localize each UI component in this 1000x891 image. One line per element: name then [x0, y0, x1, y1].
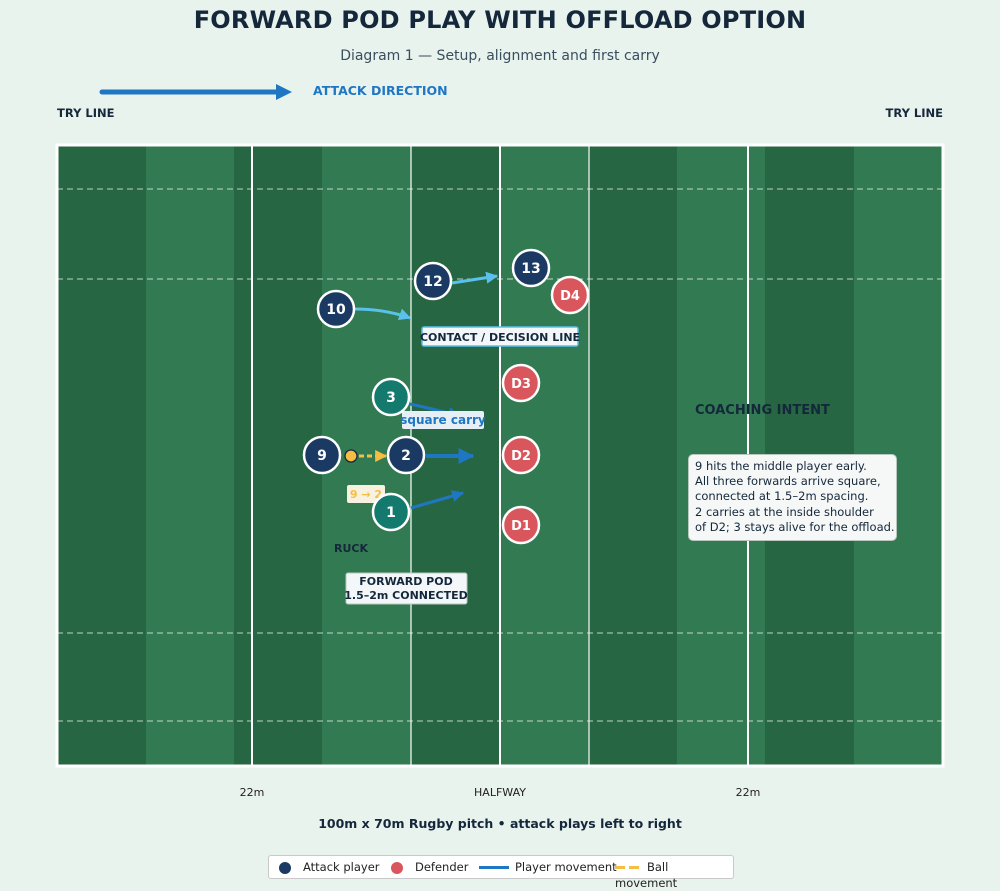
svg-text:D1: D1 [511, 519, 531, 534]
movement-arrow-1 [410, 490, 465, 510]
defender-d3: D3 [501, 363, 541, 403]
axis-label-right-22: 22m [735, 786, 761, 799]
svg-text:2: 2 [401, 448, 411, 464]
rugby-pitch [55, 143, 945, 768]
svg-text:D4: D4 [560, 289, 580, 304]
legend-label-defender: Defender [415, 860, 469, 874]
defender-d2: D2 [501, 435, 541, 475]
coaching-line: 9 hits the middle player early. [695, 459, 867, 473]
svg-text:D3: D3 [511, 377, 531, 392]
svg-text:1.5–2m CONNECTED: 1.5–2m CONNECTED [344, 589, 468, 602]
svg-text:12: 12 [423, 274, 442, 290]
movement-arrow-12 [451, 271, 499, 285]
coaching-line: of D2; 3 stays alive for the offload. [695, 519, 895, 534]
attack-player-13: 13 [511, 248, 551, 288]
defender-d1: D1 [501, 505, 541, 545]
contact-line-label: CONTACT / DECISION LINE [420, 326, 580, 347]
svg-text:3: 3 [386, 390, 396, 406]
axis-label-left-22: 22m [239, 786, 265, 799]
coaching-intent-title: COACHING INTENT [695, 403, 830, 418]
attack-dot-icon [279, 861, 291, 874]
svg-text:10: 10 [326, 302, 346, 318]
attack-direction-arrow [99, 84, 292, 100]
attack-player-9: 9 [302, 435, 342, 475]
player-movement-line-icon [479, 866, 509, 869]
ball-icon [344, 449, 358, 463]
attack-player-1: 1 [371, 492, 411, 532]
attack-direction-label: ATTACK DIRECTION [313, 83, 448, 98]
legend-label-player-movement: Player movement [515, 860, 617, 874]
legend: Attack player Defender Player movement B… [268, 855, 734, 890]
diagram-title: FORWARD POD PLAY WITH OFFLOAD OPTION [193, 6, 807, 34]
legend-item-attack: Attack player [279, 859, 380, 875]
pass-label: 9 → 2 [347, 485, 385, 503]
legend-item-ball-movement: Ball movement [615, 859, 733, 891]
svg-text:9 → 2: 9 → 2 [350, 488, 382, 501]
svg-text:D2: D2 [511, 449, 531, 464]
movement-arrow-10 [353, 307, 412, 320]
coaching-line: connected at 1.5–2m spacing. [695, 489, 869, 504]
pitch-caption: 100m x 70m Rugby pitch • attack plays le… [318, 816, 682, 831]
attack-player-2: 2 [386, 435, 426, 475]
defender-dot-icon [391, 861, 403, 874]
legend-item-player-movement: Player movement [479, 859, 617, 875]
svg-text:1: 1 [386, 505, 396, 521]
coaching-intent-box: 9 hits the middle player early. All thre… [688, 454, 897, 542]
svg-text:FORWARD POD: FORWARD POD [359, 575, 452, 588]
square-carry-label: square carry [400, 411, 486, 429]
svg-text:9: 9 [317, 448, 327, 464]
svg-text:13: 13 [521, 261, 540, 277]
coaching-line: 2 carries at the inside shoulder [695, 504, 874, 519]
ruck-label: RUCK [334, 542, 368, 555]
defender-d4: D4 [550, 275, 590, 315]
forward-pod-label: FORWARD POD 1.5–2m CONNECTED [344, 572, 468, 605]
ball-movement-line-icon [615, 866, 641, 869]
diagram-subtitle: Diagram 1 — Setup, alignment and first c… [340, 48, 660, 64]
coaching-line: All three forwards arrive square, [695, 474, 881, 489]
attack-player-3: 3 [371, 377, 411, 417]
legend-item-defender: Defender [391, 859, 468, 875]
try-line-right-label: TRY LINE [885, 106, 944, 120]
svg-text:square carry: square carry [400, 413, 486, 427]
legend-label-ball-movement: Ball movement [615, 860, 678, 890]
attack-player-10: 10 [316, 289, 356, 329]
try-line-left-label: TRY LINE [57, 106, 115, 120]
legend-label-attack: Attack player [303, 860, 380, 874]
svg-text:CONTACT / DECISION LINE: CONTACT / DECISION LINE [420, 331, 580, 344]
axis-label-halfway: HALFWAY [474, 786, 526, 799]
attack-player-12: 12 [413, 261, 453, 301]
